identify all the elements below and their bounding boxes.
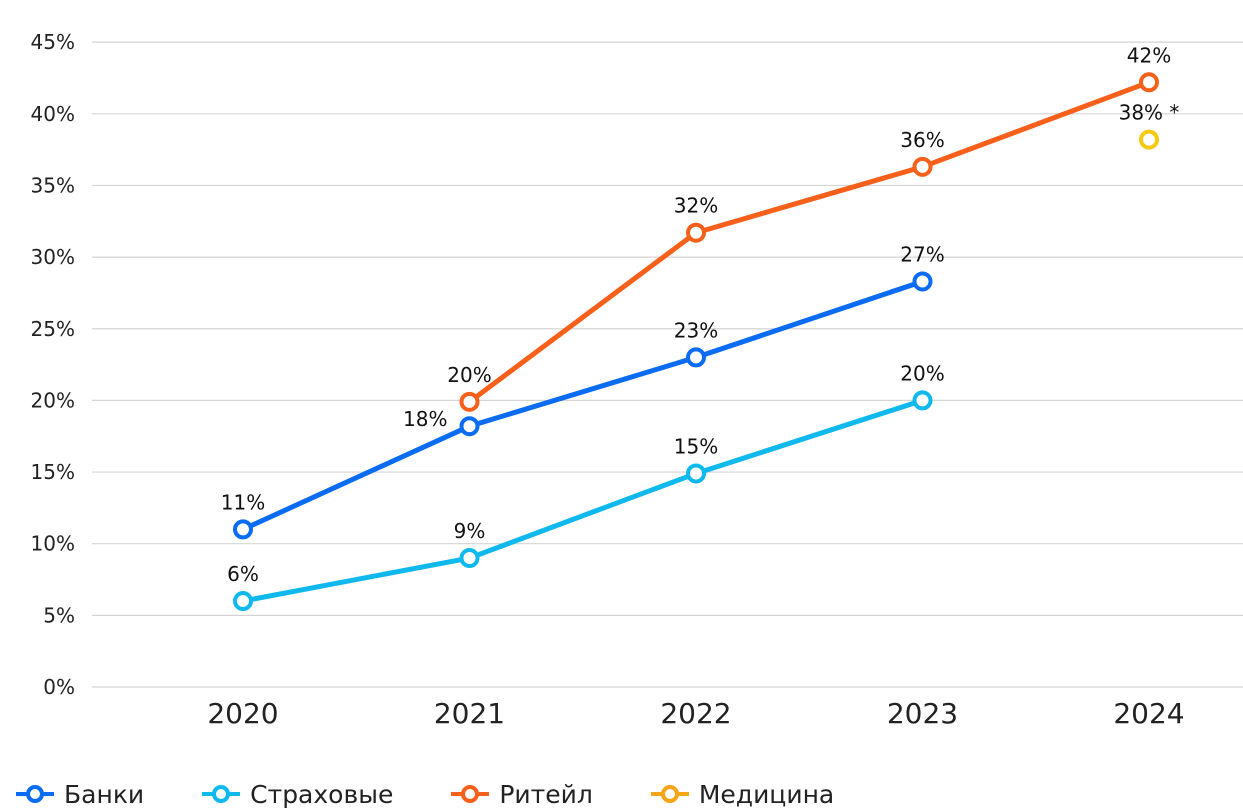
data-point [459,416,480,437]
x-axis: 2020 2021 2022 2023 2024 [207,697,1184,730]
data-point [686,463,706,484]
legend-marker-icon [202,785,241,803]
data-labels: 11% 18% 23% 27% 6% 9% 15% 20% 20% 32% 36% 42% 38% * [221,43,1180,586]
data-point [912,156,933,177]
data-label: 11% [221,490,265,514]
legend-marker-icon [650,785,689,803]
legend: Банки Страховые Ритейл Медицина [14,778,890,810]
y-tick-label: 25% [31,317,75,341]
data-label: 9% [454,519,486,543]
legend-item-medicine[interactable]: Медицина [649,780,834,809]
data-point [1139,129,1159,150]
grid-lines [92,41,1243,688]
data-point [912,271,933,292]
data-point [459,548,480,569]
data-label: 27% [900,242,944,266]
data-label: 42% [1127,43,1171,67]
data-label: 20% [447,363,491,387]
y-tick-label: 10% [31,532,75,556]
data-point [233,519,253,540]
series-line [240,278,925,532]
x-tick-label: 2020 [207,697,278,730]
data-label: 38% * [1119,101,1180,125]
legend-item-retail[interactable]: Ритейл [449,780,593,809]
x-tick-label: 2023 [887,697,958,730]
y-tick-label: 0% [43,675,75,699]
data-point [686,222,706,243]
legend-marker-icon [16,785,54,803]
data-point [1139,72,1159,93]
data-label: 6% [227,562,259,586]
data-label: 23% [674,318,718,342]
y-tick-label: 30% [31,245,75,269]
y-tick-label: 45% [31,30,75,54]
y-tick-label: 20% [31,388,75,412]
x-tick-label: 2024 [1113,697,1184,730]
y-tick-label: 40% [31,102,75,126]
series-line [240,397,925,604]
data-label: 15% [674,434,718,458]
y-tick-label: 5% [43,603,75,627]
legend-label: Страховые [250,779,394,809]
legend-label: Банки [64,779,145,809]
legend-label: Медицина [698,779,835,809]
y-tick-label: 15% [31,460,75,484]
legend-item-banks[interactable]: Банки [14,780,144,809]
data-label: 18% [403,407,447,431]
legend-marker-icon [451,785,490,803]
series-points [233,72,1159,612]
y-axis: 0% 5% 10% 15% 20% 25% 30% 35% 40% 45% [31,30,75,699]
data-label: 36% [900,128,944,152]
data-point [686,347,706,368]
y-tick-label: 35% [31,173,75,197]
legend-item-insurance[interactable]: Страховые [200,780,393,809]
series-lines [240,79,1152,604]
line-chart: 0%5%10%15%20%25%30%35%40%45% 2020 2021 202… [31,30,1243,730]
data-label: 32% [674,194,718,218]
series-line [467,79,1152,405]
legend-label: Ритейл [499,779,593,809]
data-point [459,391,480,412]
x-tick-label: 2022 [660,697,731,730]
data-label: 20% [900,361,944,385]
data-point [233,591,253,612]
data-point [912,390,933,411]
x-tick-label: 2021 [434,697,505,730]
